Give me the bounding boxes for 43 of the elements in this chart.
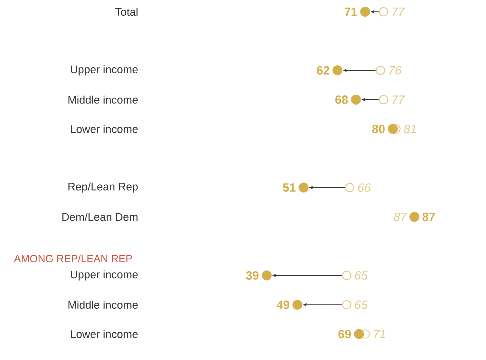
point bbox=[379, 95, 388, 105]
data-label: 69 bbox=[338, 330, 352, 339]
text: 87 bbox=[394, 212, 408, 222]
data-label: 80 bbox=[372, 124, 385, 134]
point bbox=[388, 124, 398, 134]
point bbox=[410, 212, 420, 222]
data-label: 65 bbox=[355, 271, 368, 280]
point bbox=[376, 66, 386, 76]
point bbox=[360, 7, 370, 18]
data-label: 71 bbox=[344, 8, 358, 16]
point bbox=[342, 300, 352, 310]
data-label: 76 bbox=[390, 66, 402, 75]
data-label: 49 bbox=[276, 300, 290, 310]
text: AMONG REP/LEAN REP bbox=[14, 254, 132, 263]
data-label: 62 bbox=[317, 66, 330, 75]
data-label: 81 bbox=[404, 124, 416, 134]
data-label: 51 bbox=[283, 184, 296, 192]
y-tick-label: Rep/Lean Rep bbox=[68, 182, 138, 193]
y-tick-label: Total bbox=[116, 8, 138, 16]
y-tick-label: Lower income bbox=[71, 125, 138, 134]
y-tick-label: Upper income bbox=[71, 270, 138, 281]
data-label: 39 bbox=[246, 271, 259, 280]
point bbox=[354, 329, 364, 340]
y-tick-label: Middle income bbox=[68, 300, 138, 310]
y-tick-label: Lower income bbox=[71, 330, 138, 338]
point bbox=[292, 300, 303, 310]
data-label: 77 bbox=[392, 8, 406, 16]
y-tick-label: Middle income bbox=[68, 96, 138, 104]
point bbox=[379, 7, 388, 17]
y-tick-label: Dem/Lean Dem bbox=[62, 213, 138, 222]
data-label: 71 bbox=[374, 330, 386, 338]
point bbox=[332, 66, 343, 76]
data-label: 87 bbox=[422, 212, 436, 222]
point bbox=[298, 182, 309, 193]
point bbox=[342, 271, 352, 280]
data-label: 65 bbox=[355, 300, 368, 310]
data-label: 77 bbox=[392, 96, 406, 104]
point bbox=[345, 183, 355, 192]
data-label: 66 bbox=[358, 184, 371, 192]
y-tick-label: Upper income bbox=[71, 66, 138, 76]
point bbox=[262, 270, 272, 281]
data-label: 68 bbox=[336, 96, 348, 104]
point bbox=[351, 94, 362, 105]
